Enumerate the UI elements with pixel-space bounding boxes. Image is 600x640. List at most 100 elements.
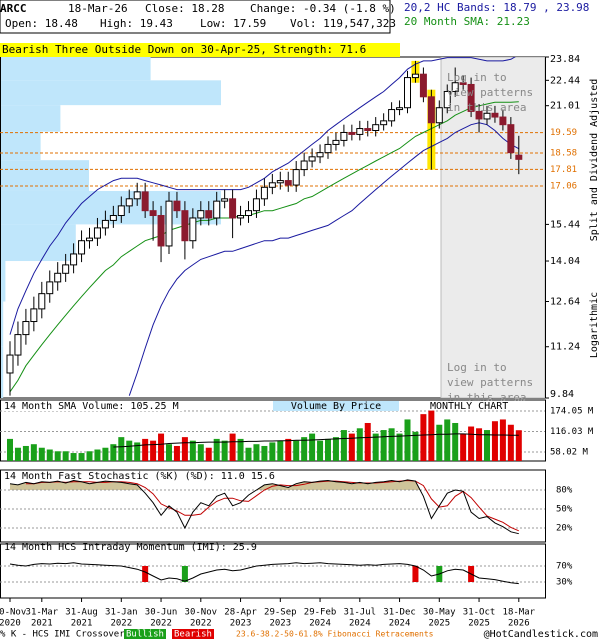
x-year-label: 2024 (349, 619, 371, 629)
volume-bar (444, 419, 451, 461)
login-note: Log in to (447, 71, 507, 84)
candle-body (245, 210, 252, 217)
volume-bar (30, 444, 37, 461)
candle-body (133, 191, 141, 200)
panel-frame (0, 469, 546, 543)
candle-body (213, 200, 221, 219)
volume-bar (452, 422, 459, 461)
y-tick-label: 58.02 M (550, 447, 589, 457)
x-tick-label: 30-Jun (145, 608, 178, 618)
candle-body (388, 109, 396, 122)
candle-body (356, 128, 364, 135)
candle-body (125, 198, 133, 207)
volume-bar (285, 438, 292, 461)
bullish-signal (181, 566, 188, 582)
footer-bullish: Bullish (126, 630, 164, 640)
x-tick-label: 31-Mar (26, 608, 59, 618)
candle-body (364, 128, 372, 132)
candle-body (332, 139, 340, 145)
volume-by-price-bar (1, 105, 61, 132)
footer-bearish: Bearish (174, 630, 212, 640)
candle-body (475, 110, 483, 120)
volume-bar (94, 449, 101, 461)
login-note: Log in to (447, 361, 507, 374)
candle-body (435, 107, 443, 124)
login-note: in this area (447, 101, 526, 114)
volume-bar (428, 410, 435, 461)
y-tick-label: 12.64 (550, 297, 580, 308)
volume-value: Vol: 119,547,323 (290, 17, 396, 30)
y-tick-label: 30% (556, 578, 573, 588)
volume-bar (356, 428, 363, 461)
volume-bar (309, 433, 316, 461)
x-year-label: 2020 (0, 619, 21, 629)
candle-body (22, 321, 30, 336)
volume-bar (293, 440, 300, 461)
y-tick-label: 21.01 (550, 101, 580, 112)
volume-bar (86, 451, 93, 461)
volume-bar (269, 442, 276, 461)
candle-body (483, 112, 491, 120)
candle-body (173, 200, 181, 212)
candle-body (117, 205, 125, 217)
stoch-d-line (25, 479, 519, 532)
candle-body (229, 198, 237, 219)
volume-bar (158, 433, 165, 461)
candle-body (404, 77, 411, 109)
volume-bar (110, 444, 117, 461)
y-tick-label: 9.84 (550, 389, 574, 400)
x-tick-label: 31-Aug (65, 608, 98, 618)
volume-bar (22, 445, 29, 461)
candle-body (157, 215, 165, 247)
band-lower (128, 122, 520, 396)
candle-body (427, 96, 435, 124)
volume-by-price-bar (1, 224, 76, 262)
footer-fib-note: 23.6-38.2-50-61.8% Fibonacci Retracement… (236, 630, 434, 639)
volume-bar (460, 433, 467, 461)
bearish-signal (412, 566, 419, 582)
candle-body (372, 124, 380, 132)
x-year-label: 2025 (428, 619, 450, 629)
volume-bar (364, 422, 371, 461)
candle-body (14, 334, 22, 356)
volume-bar (229, 433, 236, 461)
x-tick-label: 18-Mar (503, 608, 536, 618)
x-year-label: 2024 (389, 619, 411, 629)
candle-body (70, 253, 78, 266)
candle-body (467, 83, 475, 112)
candle-body (396, 107, 404, 111)
candle-body (93, 227, 101, 239)
imi-title: 14 Month HCS Intraday Momentum (IMI): 25… (4, 542, 257, 553)
candle-body (149, 210, 157, 217)
candle-body (292, 169, 300, 186)
bearish-signal (142, 566, 149, 582)
y-tick-label: 11.24 (550, 342, 580, 353)
y-tick-label: 15.44 (550, 219, 580, 230)
candle-body (499, 116, 507, 126)
footer-site: @HotCandlestick.com (484, 629, 598, 640)
x-year-label: 2025 (468, 619, 490, 629)
sma-value: 20 Month SMA: 21.23 (404, 15, 530, 28)
x-tick-label: 31-Jul (344, 608, 377, 618)
candle-body (284, 180, 292, 186)
candle-body (252, 198, 260, 212)
y-tick-label: 116.03 M (550, 427, 594, 437)
volume-by-price-bar (1, 346, 4, 398)
candle-body (181, 210, 189, 242)
side-label: Split and Dividend Adjusted (589, 79, 600, 242)
bullish-key (124, 629, 166, 639)
fib-tick-label: 17.81 (550, 165, 577, 175)
volume-bar (515, 430, 522, 461)
y-tick-label: 23.84 (550, 54, 580, 65)
imi-line (9, 562, 519, 585)
volume-bar (205, 447, 212, 461)
candle-body (324, 143, 332, 154)
volume-bar (412, 431, 419, 461)
x-year-label: 2024 (309, 619, 331, 629)
pattern-banner: Bearish Three Outside Down on 30-Apr-25,… (2, 43, 366, 56)
open-value: Open: 18.48 (5, 17, 78, 30)
volume-bar (213, 438, 220, 461)
volume-bar (388, 428, 395, 461)
